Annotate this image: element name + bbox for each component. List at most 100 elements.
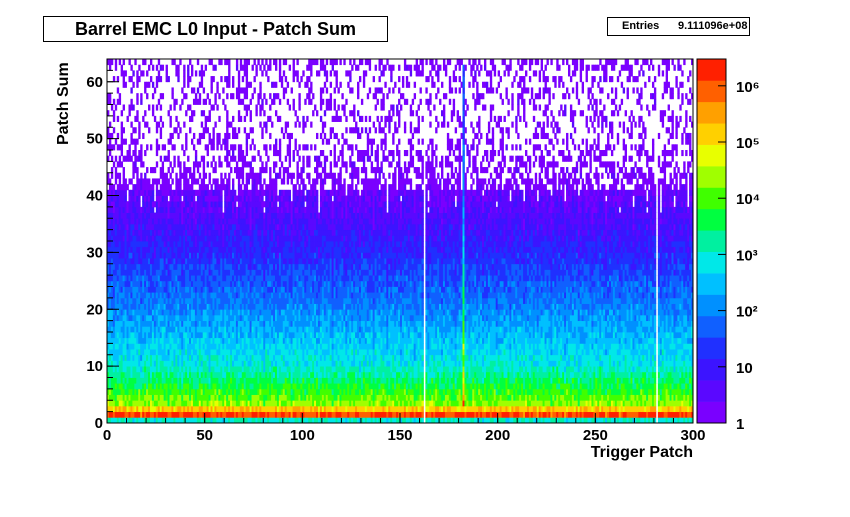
heatmap-cell [165,366,168,373]
heatmap-cell [294,144,297,151]
heatmap-cell [134,127,137,134]
heatmap-cell [112,98,116,105]
heatmap-cell [181,326,184,333]
heatmap-cell [169,297,172,304]
heatmap-cell [130,292,133,299]
heatmap-cell [108,121,112,128]
heatmap-cell [120,303,124,310]
heatmap-cell [149,394,153,401]
heatmap-cell [132,246,135,253]
heatmap-cell [179,59,182,66]
heatmap-cell [245,150,249,157]
heatmap-cell [179,349,182,356]
heatmap-cell [124,229,127,236]
heatmap-cell [198,320,202,327]
heatmap-cell [200,223,204,231]
heatmap-cell [108,303,112,310]
heatmap-cell [185,349,188,356]
heatmap-cell [165,343,168,350]
heatmap-cell [126,212,129,219]
heatmap-cell [202,326,206,333]
heatmap-cell [185,371,188,378]
heatmap-cell [167,178,170,185]
heatmap-cell [189,383,192,390]
heatmap-cell [198,201,202,208]
heatmap-cell [112,292,116,299]
heatmap-cell [107,98,110,105]
heatmap-cell [118,332,122,339]
heatmap-cell [185,360,188,367]
heatmap-cell [116,309,120,316]
heatmap-cell [120,64,124,71]
heatmap-cell [122,138,125,145]
heatmap-cell [173,59,176,66]
heatmap-cell [202,286,206,293]
heatmap-cell [202,132,206,140]
heatmap-cell [190,258,194,265]
heatmap-cell [120,326,124,333]
heatmap-cell [126,286,129,293]
heatmap-cell [132,104,135,111]
heatmap-cell [124,223,127,231]
heatmap-cell [181,383,184,390]
heatmap-cell [190,394,194,401]
heatmap-cell [124,138,127,145]
heatmap-cell [151,229,155,236]
heatmap-cell [126,314,129,322]
heatmap-cell [134,167,137,174]
heatmap-cell [124,280,127,287]
heatmap-cell [169,132,172,140]
heatmap-cell [190,178,194,185]
heatmap-cell [140,354,143,361]
heatmap-cell [177,377,180,384]
heatmap-cell [165,229,168,236]
heatmap-cell [269,93,272,100]
heatmap-cell [165,275,168,282]
heatmap-cell [171,388,174,395]
heatmap-cell [124,201,127,208]
heatmap-cell [151,184,155,191]
heatmap-cell [196,98,200,105]
heatmap-cell [122,371,125,378]
heatmap-cell [261,98,264,105]
heatmap-cell [138,132,141,140]
heatmap-cell [198,229,202,236]
heatmap-cell [292,150,295,157]
heatmap-cell [165,303,168,310]
heatmap-cell [161,383,165,390]
heatmap-cell [226,93,229,100]
heatmap-cell [159,297,163,304]
heatmap-cell [142,258,145,265]
heatmap-cell [165,354,168,361]
heatmap-cell [140,184,143,191]
heatmap-cell [228,59,231,66]
heatmap-cell [151,246,155,253]
heatmap-cell [200,110,204,117]
heatmap-cell [190,400,194,407]
heatmap-cell [161,229,165,236]
heatmap-cell [144,377,147,384]
heatmap-cell [278,144,282,151]
heatmap-cell [183,161,186,168]
heatmap-cell [247,104,250,111]
heatmap-cell [288,144,292,151]
heatmap-cell [146,405,149,413]
heatmap-cell [185,366,188,373]
heatmap-cell [128,354,131,361]
heatmap-cell [196,167,200,174]
heatmap-cell [171,303,174,310]
heatmap-cell [128,223,131,231]
heatmap-cell [120,354,124,361]
heatmap-cell [151,394,155,401]
heatmap-cell [126,223,129,231]
heatmap-cell [187,280,190,287]
heatmap-cell [118,383,122,390]
heatmap-cell [200,303,204,310]
heatmap-cell [155,343,159,350]
heatmap-cell [128,297,131,304]
heatmap-cell [175,263,178,270]
heatmap-cell [294,138,297,145]
heatmap-cell [108,354,112,361]
heatmap-cell [200,405,204,413]
